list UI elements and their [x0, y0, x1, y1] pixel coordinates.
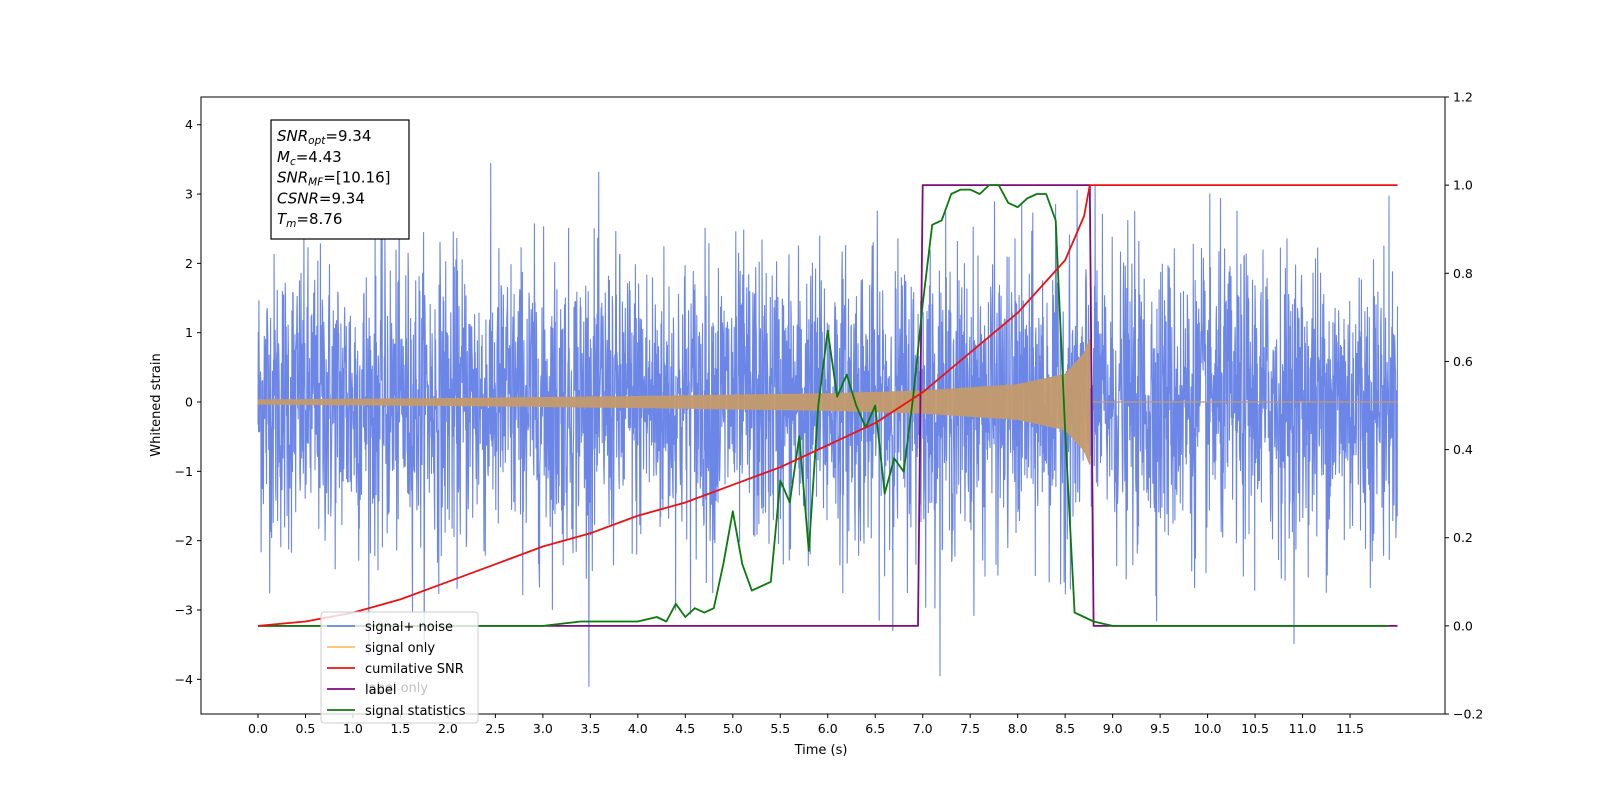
- series-signal-noise: [257, 163, 1399, 687]
- legend-overlap-text: label only: [365, 681, 428, 696]
- y2-tick-label: 0.4: [1453, 442, 1473, 457]
- series-layer: [257, 163, 1399, 687]
- y-tick-label: 4: [185, 117, 193, 132]
- annotation-frame: [270, 119, 410, 240]
- x-tick-label: 9.5: [1150, 721, 1170, 736]
- y2-tick-label: −0.2: [1453, 707, 1483, 722]
- x-tick-label: 8.0: [1008, 721, 1028, 736]
- x-axis: 0.0 0.5 1.0 1.5 2.0 2.5 3.0 3.5 4.0 4.5 5.0 5.5 6.0 6…: [248, 714, 1364, 736]
- y2-tick-label: 0.8: [1453, 266, 1473, 281]
- legend-label: signal+ noise: [365, 620, 453, 635]
- y2-tick-label: 1.2: [1453, 90, 1473, 105]
- y-tick-label: −1: [175, 464, 193, 479]
- x-tick-label: 2.5: [485, 721, 505, 736]
- y-axis-left: −4 −3 −2 −1 0 1 2 3 4: [175, 117, 201, 687]
- x-tick-label: 7.0: [913, 721, 933, 736]
- y-tick-label: 3: [185, 187, 193, 202]
- y-tick-label: −3: [175, 603, 193, 618]
- x-tick-label: 3.5: [580, 721, 600, 736]
- x-tick-label: 7.5: [960, 721, 980, 736]
- y2-tick-label: 0.6: [1453, 354, 1473, 369]
- plot-area: [200, 96, 1446, 715]
- series-signal-only: [257, 339, 1091, 465]
- plot-frame: [200, 96, 1446, 715]
- x-tick-label: 11.0: [1289, 721, 1317, 736]
- y-tick-label: 2: [185, 256, 193, 271]
- y2-tick-label: 0.2: [1453, 530, 1473, 545]
- y2-tick-label: 1.0: [1453, 178, 1473, 193]
- x-tick-label: 6.0: [818, 721, 838, 736]
- annotation-line: Tm=8.76: [277, 210, 342, 230]
- x-axis-label: Time (s): [794, 743, 848, 758]
- annotation-line: SNRMF=[10.16]: [277, 169, 391, 189]
- y-tick-label: −4: [175, 672, 193, 687]
- x-tick-label: 10.5: [1241, 721, 1269, 736]
- annotation-line: SNRopt=9.34: [277, 127, 371, 147]
- series-cumulative-snr: [257, 184, 1398, 627]
- series-signal-statistics: [258, 184, 1388, 627]
- x-tick-label: 4.5: [675, 721, 695, 736]
- annotation-line: CSNR=9.34: [277, 189, 365, 207]
- x-tick-label: 10.0: [1194, 721, 1222, 736]
- legend-label: label: [365, 683, 396, 698]
- legend-label: signal statistics: [365, 704, 466, 719]
- annotation-line: Mc=4.43: [277, 148, 342, 168]
- legend-frame: [320, 611, 479, 724]
- y-tick-label: −2: [175, 533, 193, 548]
- legend: label only signal+ noise signal only cumil…: [320, 611, 479, 724]
- x-tick-label: 6.5: [865, 721, 885, 736]
- annotation-box: SNRopt=9.34Mc=4.43SNRMF=[10.16]CSNR=9.34…: [270, 119, 410, 240]
- x-tick-label: 1.5: [390, 721, 410, 736]
- legend-label: signal only: [365, 641, 435, 656]
- y-axis-label: Whitened strain: [149, 353, 164, 456]
- legend-label: cumilative SNR: [365, 662, 464, 677]
- x-tick-label: 1.0: [343, 721, 363, 736]
- y-axis-right: −0.2 0.0 0.2 0.4 0.6 0.8 1.0 1.2: [1445, 90, 1483, 722]
- x-tick-label: 4.0: [628, 721, 648, 736]
- y-tick-label: 1: [185, 325, 193, 340]
- x-tick-label: 3.0: [533, 721, 553, 736]
- x-tick-label: 11.5: [1336, 721, 1364, 736]
- x-tick-label: 2.0: [438, 721, 458, 736]
- x-tick-label: 0.5: [296, 721, 316, 736]
- y-tick-label: 0: [185, 395, 193, 410]
- x-tick-label: 0.0: [248, 721, 268, 736]
- x-tick-label: 8.5: [1055, 721, 1075, 736]
- y2-tick-label: 0.0: [1453, 618, 1473, 633]
- x-tick-label: 5.5: [770, 721, 790, 736]
- x-tick-label: 9.0: [1103, 721, 1123, 736]
- x-tick-label: 5.0: [723, 721, 743, 736]
